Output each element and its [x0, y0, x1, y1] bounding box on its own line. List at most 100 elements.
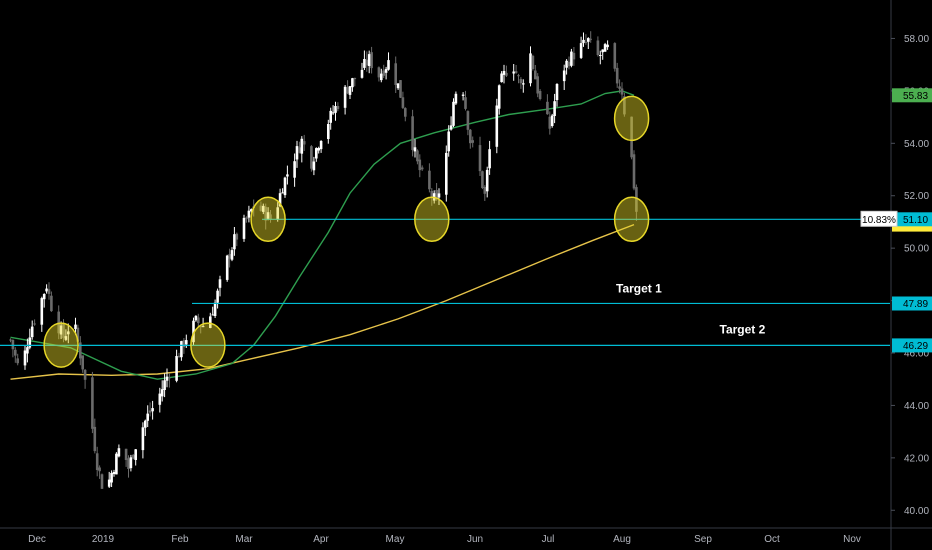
highlight-circle	[43, 322, 79, 368]
candle-body	[370, 52, 373, 69]
y-tick-label: 40.00	[904, 506, 929, 517]
candle-body	[264, 206, 267, 221]
candle-body	[14, 349, 17, 356]
candle-body	[512, 71, 515, 74]
candle-body	[606, 44, 609, 48]
candle-body	[572, 52, 576, 60]
candle-body	[632, 154, 636, 189]
candle-body	[360, 69, 364, 78]
candle-body	[110, 473, 113, 483]
y-tick-label: 54.00	[904, 139, 929, 150]
candle-body	[42, 294, 46, 300]
candle-body	[115, 453, 118, 475]
candle-body	[603, 44, 607, 52]
y-tick-label: 42.00	[904, 453, 929, 464]
candle-body	[601, 49, 604, 53]
candle-body	[230, 250, 234, 260]
target-annotation: Target 1	[616, 282, 662, 296]
candle-body	[548, 116, 552, 129]
candle-body	[201, 326, 205, 328]
candle-body	[488, 149, 491, 169]
level-price-tag	[892, 212, 932, 227]
candle-body	[182, 340, 186, 348]
candle-body	[95, 453, 99, 470]
candle-body	[33, 323, 36, 325]
candle-body	[310, 146, 313, 169]
candle-body	[124, 448, 128, 460]
candle-body	[127, 458, 130, 469]
candle-body	[213, 302, 217, 316]
x-tick-label: Nov	[843, 534, 861, 545]
candle-body	[211, 314, 214, 316]
candle-body	[79, 342, 82, 359]
candle-body	[445, 152, 448, 195]
candle-body	[420, 167, 424, 170]
candle-body	[228, 254, 231, 259]
candle-body	[428, 170, 431, 190]
candle-body	[567, 61, 571, 67]
candle-body	[117, 448, 121, 457]
candle-body	[165, 376, 169, 381]
candle-body	[312, 161, 316, 171]
candle-body	[327, 124, 330, 139]
candle-body	[630, 116, 633, 158]
candle-body	[522, 83, 525, 85]
candle-body	[485, 169, 489, 192]
candle-body	[146, 413, 149, 421]
candle-body	[278, 193, 282, 207]
candle-body	[565, 60, 568, 68]
candle-body	[67, 331, 70, 335]
x-tick-label: Oct	[764, 534, 780, 545]
candle-body	[185, 340, 188, 345]
candle-body	[599, 55, 602, 56]
candle-body	[502, 71, 506, 75]
candle-body	[531, 55, 535, 69]
candle-body	[394, 63, 397, 85]
candle-body	[529, 53, 532, 84]
candle-body	[30, 326, 34, 338]
x-tick-label: Mar	[235, 534, 253, 545]
percent-change-text: 10.83%	[862, 215, 896, 226]
candle-body	[180, 341, 183, 358]
candle-body	[151, 408, 154, 412]
candle-body	[613, 43, 617, 69]
candle-body	[83, 369, 87, 380]
candle-body	[346, 87, 349, 94]
candle-body	[62, 323, 65, 339]
candle-body	[132, 454, 135, 459]
candle-body	[387, 60, 390, 70]
candle-body	[59, 325, 63, 335]
highlight-circle	[613, 95, 650, 142]
candle-body	[11, 340, 15, 350]
candle-body	[93, 426, 97, 452]
candle-body	[351, 78, 354, 88]
highlight-circle	[414, 196, 450, 243]
candle-body	[45, 288, 48, 292]
candle-body	[158, 393, 162, 405]
candle-body	[242, 217, 246, 239]
candle-body	[570, 51, 573, 66]
x-tick-label: 2019	[92, 534, 115, 545]
candle-body	[411, 116, 414, 151]
candle-body	[452, 101, 455, 126]
candle-body	[435, 190, 438, 199]
candle-body	[218, 279, 222, 288]
candle-body	[175, 356, 178, 381]
level-price-tag-text: 46.29	[903, 341, 928, 352]
candle-body	[319, 141, 323, 150]
candle-body	[478, 145, 482, 172]
ma-price-tag	[892, 88, 932, 103]
candle-body	[298, 147, 301, 153]
candle-body	[579, 43, 583, 58]
highlight-circle	[250, 196, 286, 243]
candle-body	[536, 76, 539, 94]
candle-body	[141, 427, 145, 451]
candle-body	[416, 150, 419, 162]
candle-body	[262, 205, 265, 212]
candle-body	[497, 85, 501, 109]
candle-body	[377, 67, 381, 78]
candle-body	[466, 111, 470, 130]
candle-body	[517, 75, 520, 77]
candle-body	[225, 255, 229, 280]
